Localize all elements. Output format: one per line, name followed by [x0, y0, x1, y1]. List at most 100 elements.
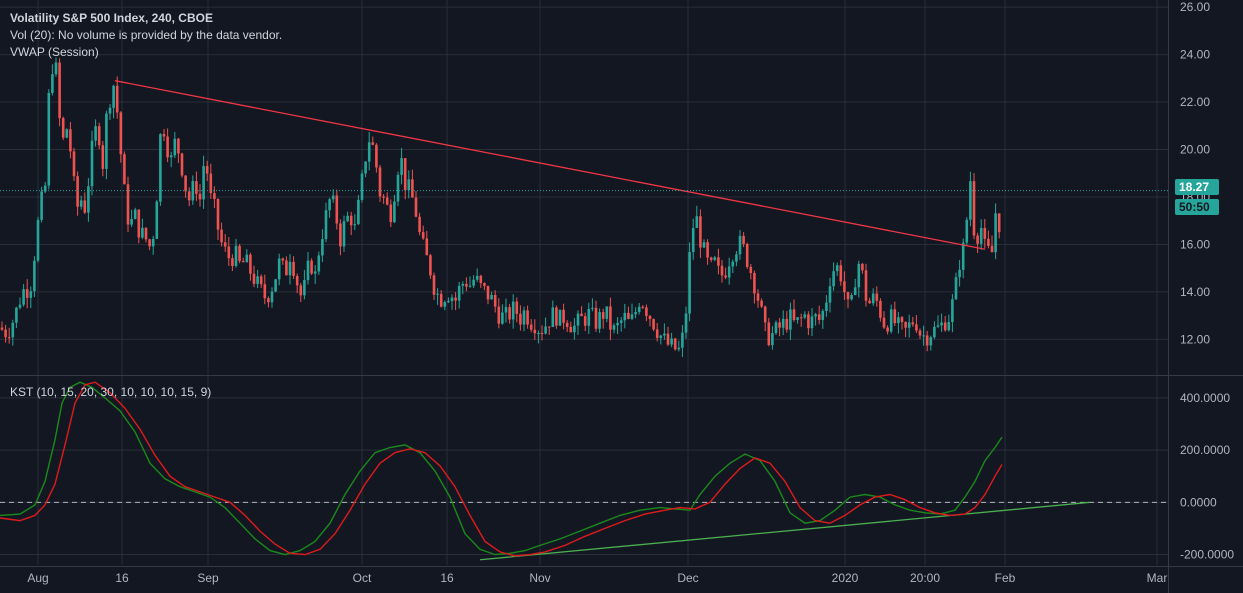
candle-body	[911, 322, 915, 325]
candle-up	[731, 259, 735, 274]
candle-body	[659, 335, 663, 338]
candle-body	[947, 321, 951, 331]
candle-body	[609, 306, 612, 330]
candle-body	[767, 322, 771, 346]
candle-up	[443, 300, 447, 311]
candle-up	[954, 272, 958, 300]
candle-down	[817, 305, 821, 325]
candle-down	[385, 192, 389, 206]
candle-body	[461, 283, 465, 286]
candle-up	[357, 195, 360, 226]
candle-up	[36, 216, 40, 263]
candle-body	[486, 285, 490, 300]
candle-up	[591, 298, 594, 312]
candle-body	[864, 270, 868, 301]
candle-down	[486, 285, 490, 305]
candle-body	[277, 258, 281, 280]
candle-up	[105, 110, 108, 180]
candle-up	[40, 186, 43, 223]
candle-body	[241, 261, 245, 263]
candle-body	[861, 263, 864, 271]
candle-down	[25, 279, 29, 309]
candle-up	[51, 64, 54, 96]
candle-up	[328, 197, 331, 218]
candle-down	[655, 323, 659, 342]
candle-down	[900, 315, 904, 330]
candle-down	[216, 198, 220, 240]
bar-countdown-tag: 50:50	[1175, 199, 1219, 215]
candle-body	[97, 126, 101, 146]
candle-up	[360, 169, 364, 203]
price-axis-label: 14.00	[1180, 285, 1210, 299]
time-axis-label: Feb	[995, 571, 1016, 585]
candle-down	[166, 128, 169, 163]
candle-down	[987, 230, 990, 249]
candle-body	[771, 333, 774, 346]
price-axis-label: 26.00	[1180, 0, 1210, 14]
candle-body	[346, 215, 349, 222]
candle-down	[465, 277, 468, 292]
candle-body	[756, 293, 760, 301]
candle-body	[144, 227, 148, 240]
candle-down	[645, 304, 648, 322]
candle-up	[169, 151, 173, 168]
candle-body	[576, 313, 580, 326]
candle-body	[940, 322, 943, 326]
candle-up	[814, 312, 817, 326]
candle-up	[407, 170, 411, 199]
candle-body	[817, 314, 821, 320]
candle-up	[133, 207, 137, 220]
candle-down	[742, 232, 745, 248]
candle-body	[781, 318, 785, 328]
candle-up	[828, 277, 832, 313]
candle-down	[421, 225, 425, 240]
candle-body	[897, 317, 900, 324]
candle-body	[961, 242, 965, 270]
candle-down	[195, 171, 198, 201]
candle-up	[774, 320, 778, 336]
candle-up	[616, 317, 619, 334]
candle-down	[972, 173, 976, 240]
candle-body	[850, 294, 853, 300]
candle-body	[810, 316, 814, 329]
candle-up	[436, 288, 439, 305]
candle-body	[472, 279, 475, 286]
candle-body	[645, 307, 648, 316]
candle-body	[223, 242, 227, 247]
candle-up	[141, 218, 144, 240]
candle-body	[900, 317, 904, 322]
candle-body	[720, 265, 724, 276]
candle-body	[40, 191, 43, 220]
candle-body	[335, 195, 339, 224]
candle-body	[522, 310, 526, 325]
candle-body	[457, 285, 461, 301]
candle-body	[353, 224, 357, 226]
candle-up	[450, 294, 454, 310]
candle-up	[288, 254, 292, 285]
kst-axis-label: -200.0000	[1180, 548, 1234, 562]
candle-body	[324, 210, 328, 240]
candle-down	[137, 209, 141, 244]
candle-down	[238, 244, 241, 264]
candle-body	[677, 347, 681, 350]
candle-up	[965, 217, 969, 246]
candle-body	[533, 329, 537, 334]
candle-body	[583, 316, 587, 326]
candle-up	[447, 297, 450, 304]
time-axis-label: Nov	[529, 571, 550, 585]
candle-body	[7, 337, 11, 339]
candle-body	[274, 279, 277, 292]
candle-up	[713, 255, 717, 262]
candle-body	[990, 245, 994, 253]
candle-body	[162, 134, 166, 137]
candle-up	[630, 303, 634, 321]
candle-down	[843, 271, 846, 300]
candle-body	[929, 337, 933, 346]
candle-down	[83, 192, 87, 214]
candle-up	[677, 340, 681, 352]
candle-up	[256, 269, 259, 289]
candle-down	[144, 227, 148, 243]
candle-body	[706, 242, 709, 258]
